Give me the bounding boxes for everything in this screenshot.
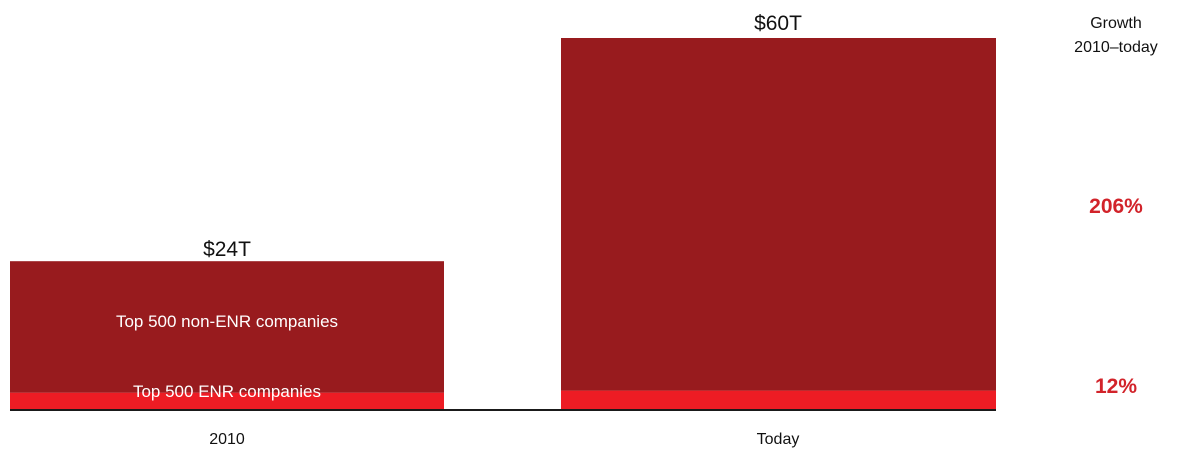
x-tick-label-2010: 2010	[209, 431, 245, 448]
total-label-today: $60T	[754, 12, 802, 35]
bar-segment-non-enr-today	[561, 38, 996, 391]
growth-value-enr: 12%	[1095, 375, 1137, 398]
x-tick-label-today: Today	[757, 431, 800, 448]
total-label-2010: $24T	[203, 238, 251, 261]
growth-header-line1: Growth	[1090, 15, 1142, 32]
bar-segment-non-enr-2010	[10, 261, 444, 393]
bar-segment-enr-2010	[10, 392, 444, 410]
growth-header-line2: 2010–today	[1074, 39, 1158, 56]
segment-label-non-enr: Top 500 non-ENR companies	[116, 312, 338, 331]
growth-value-non-enr: 206%	[1089, 195, 1143, 218]
bars-layer	[10, 38, 996, 410]
bar-segment-enr-today	[561, 390, 996, 410]
segment-label-enr: Top 500 ENR companies	[133, 382, 321, 401]
